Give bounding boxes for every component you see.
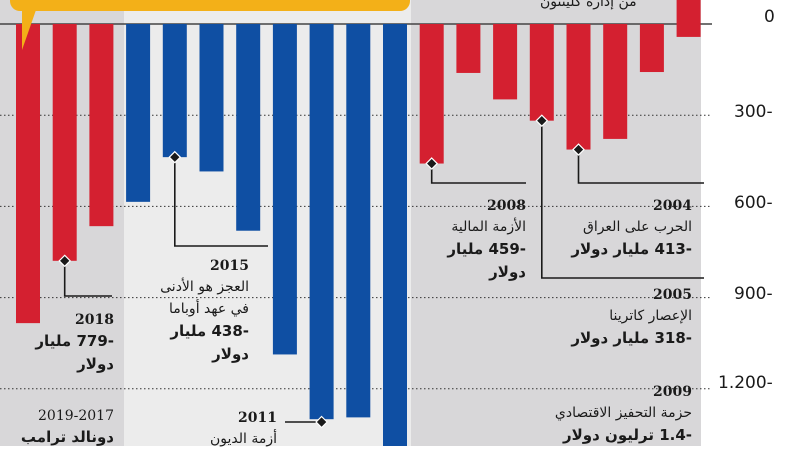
bar-2016 bbox=[126, 24, 151, 202]
bar-2003 bbox=[603, 24, 628, 139]
bar-2011 bbox=[309, 24, 334, 420]
leader-2008 bbox=[430, 163, 526, 184]
marker-2008 bbox=[425, 157, 439, 170]
trump-name: دونالد ترامب bbox=[20, 428, 114, 446]
annotation-2018-year: 2018 bbox=[75, 312, 114, 328]
clinton-note: من إدارة كلينتون bbox=[540, 0, 637, 10]
annotation-2008-amount: -459 مليار bbox=[447, 240, 526, 258]
leader-2018 bbox=[63, 260, 112, 297]
bar-2002 bbox=[639, 24, 664, 73]
annotation-2011: 2011 أزمة الديون bbox=[157, 408, 277, 450]
marker-2004 bbox=[572, 143, 585, 156]
annotation-2011-title: أزمة الديون bbox=[209, 431, 277, 447]
y-tick-300: 300- bbox=[734, 102, 773, 122]
annotation-2008-title: الأزمة المالية bbox=[451, 219, 526, 235]
bar-2014 bbox=[199, 24, 224, 172]
annotation-2011-year: 2011 bbox=[238, 410, 277, 426]
bar-2019 bbox=[16, 24, 40, 324]
annotation-2004-year: 2004 bbox=[653, 198, 692, 214]
annotation-2015-year: 2015 bbox=[210, 258, 249, 274]
bar-2008 bbox=[419, 24, 444, 164]
annotation-2009-year: 2009 bbox=[653, 384, 692, 400]
annotation-2015-amount-unit: دولار bbox=[212, 345, 249, 363]
leader-2004 bbox=[577, 149, 704, 184]
bar-2005 bbox=[529, 24, 554, 121]
annotation-2009-title: حزمة التحفيز الاقتصادي bbox=[554, 405, 692, 421]
annotation-2005-title: الإعصار كاترينا bbox=[609, 308, 692, 324]
band-bush bbox=[411, 0, 701, 446]
annotation-2009-amount: -1.4 ترليون دولار bbox=[562, 426, 692, 444]
trump-administration-label: 2019-2017 دونالد ترامب bbox=[4, 406, 114, 449]
leader-2005 bbox=[541, 120, 704, 279]
annotation-2015-amount: -438 مليار bbox=[170, 322, 249, 340]
annotation-2018: 2018 -779 مليار دولار bbox=[14, 310, 114, 376]
y-tick-900: 900- bbox=[734, 284, 773, 304]
annotation-2005-amount: -318 مليار دولار bbox=[571, 329, 692, 347]
annotation-2005-year: 2005 bbox=[653, 287, 692, 303]
annotation-2008-year: 2008 bbox=[487, 198, 526, 214]
callout-bubble bbox=[10, 0, 410, 11]
annotation-2005: 2005 الإعصار كاترينا -318 مليار دولار bbox=[522, 285, 692, 350]
bar-2018 bbox=[52, 24, 77, 261]
annotation-2015-title-line1: العجز هو الأدنى bbox=[160, 279, 249, 295]
annotation-2008: 2008 الأزمة المالية -459 مليار دولار bbox=[416, 196, 526, 284]
annotation-2018-amount: -779 مليار bbox=[35, 332, 114, 350]
marker-2011 bbox=[315, 415, 328, 429]
marker-2015 bbox=[168, 150, 182, 164]
annotation-2009: 2009 حزمة التحفيز الاقتصادي -1.4 ترليون … bbox=[492, 382, 692, 447]
bar-2013 bbox=[236, 24, 261, 231]
bar-2015 bbox=[162, 24, 187, 158]
y-tick-1200: 1.200- bbox=[718, 373, 773, 393]
y-tick-0: 0 bbox=[764, 7, 775, 27]
bar-2012 bbox=[272, 24, 297, 355]
annotation-2015: 2015 العجز هو الأدنى في عهد أوباما -438 … bbox=[119, 256, 249, 366]
annotation-2004-title: الحرب على العراق bbox=[582, 219, 692, 235]
leader-lines bbox=[58, 114, 704, 429]
bar-2001 bbox=[676, 0, 701, 37]
annotation-2004: 2004 الحرب على العراق -413 مليار دولار bbox=[522, 196, 692, 261]
annotation-2015-title-line2: في عهد أوباما bbox=[169, 301, 249, 317]
bar-2007 bbox=[456, 24, 481, 73]
bar-2006 bbox=[493, 24, 518, 100]
bar-2004 bbox=[566, 24, 591, 150]
bar-2017 bbox=[89, 24, 114, 227]
leader-2015 bbox=[174, 157, 268, 247]
bar-2010 bbox=[346, 24, 371, 418]
annotation-2004-amount: -413 مليار دولار bbox=[571, 240, 692, 258]
y-tick-600: 600- bbox=[734, 193, 773, 213]
annotation-2018-amount-unit: دولار bbox=[77, 355, 114, 373]
trump-years: 2019-2017 bbox=[38, 408, 114, 424]
annotation-2008-amount-unit: دولار bbox=[489, 263, 526, 281]
callout-bubble-tail bbox=[22, 10, 36, 50]
bar-2009 bbox=[383, 24, 407, 448]
marker-2018 bbox=[58, 254, 72, 268]
marker-2005 bbox=[535, 114, 549, 128]
bars bbox=[16, 0, 701, 448]
